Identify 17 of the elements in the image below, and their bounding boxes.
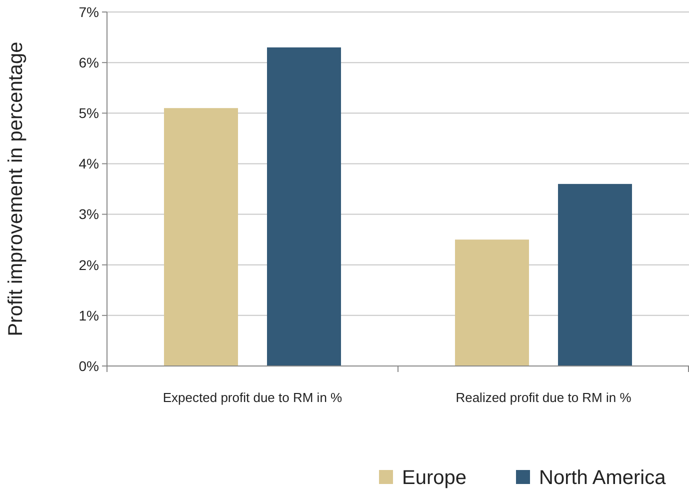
legend-label: North America bbox=[539, 467, 667, 489]
bar bbox=[164, 108, 238, 366]
y-tick-label: 2% bbox=[78, 256, 99, 273]
y-axis-title: Profit improvement in percentage bbox=[5, 42, 27, 336]
y-tick-label: 0% bbox=[78, 358, 99, 374]
x-tick-label: Expected profit due to RM in % bbox=[162, 390, 343, 405]
y-tick-label: 6% bbox=[78, 54, 99, 70]
y-tick-label: 5% bbox=[78, 105, 99, 122]
x-tick-label: Realized profit due to RM in % bbox=[456, 390, 632, 405]
bar bbox=[267, 47, 341, 366]
y-tick-label: 4% bbox=[78, 156, 99, 172]
legend-label: Europe bbox=[402, 467, 466, 489]
bar bbox=[455, 240, 529, 366]
y-tick-label: 1% bbox=[78, 307, 99, 324]
y-tick-label: 3% bbox=[78, 206, 99, 222]
y-tick-label: 7% bbox=[78, 4, 99, 20]
bar bbox=[558, 184, 632, 366]
